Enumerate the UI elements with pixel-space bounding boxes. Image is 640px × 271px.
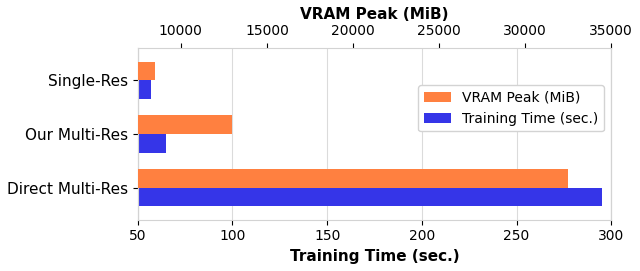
Bar <box>9 62 155 80</box>
Bar <box>43 134 166 153</box>
Bar <box>9 169 568 188</box>
Bar <box>9 115 232 134</box>
X-axis label: VRAM Peak (MiB): VRAM Peak (MiB) <box>300 7 449 22</box>
X-axis label: Training Time (sec.): Training Time (sec.) <box>290 249 460 264</box>
Bar <box>43 80 151 99</box>
Bar <box>43 188 602 207</box>
Legend: VRAM Peak (MiB), Training Time (sec.): VRAM Peak (MiB), Training Time (sec.) <box>418 85 604 131</box>
